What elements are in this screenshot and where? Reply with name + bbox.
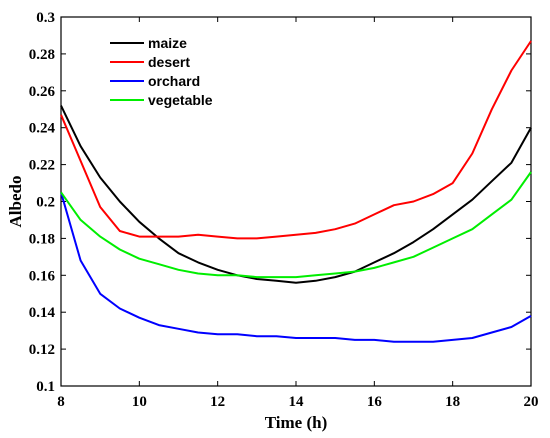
legend-label-maize: maize: [148, 35, 187, 51]
y-tick-label: 0.14: [29, 305, 56, 321]
series-line-orchard: [60, 192, 532, 343]
y-axis-ticks: 0.1 0.12 0.14 0.16 0.18 0.2 0.22 0.24 0.26 0.28 0.…: [29, 10, 531, 395]
x-tick-label: 20: [524, 394, 539, 410]
y-tick-label: 0.16: [29, 268, 56, 284]
x-axis-ticks: 8 10 12 14 16 18 20: [57, 17, 539, 410]
legend-label-desert: desert: [148, 54, 190, 70]
y-axis-title: Albedo: [6, 176, 25, 228]
series-lines: [60, 40, 532, 343]
series-line-maize: [60, 105, 532, 284]
y-tick-label: 0.28: [29, 47, 55, 63]
series-line-desert: [60, 40, 532, 240]
y-tick-label: 0.26: [29, 84, 56, 100]
legend-label-orchard: orchard: [148, 73, 200, 89]
x-tick-label: 16: [367, 394, 383, 410]
y-tick-label: 0.18: [29, 231, 55, 247]
legend-label-vegetable: vegetable: [148, 92, 213, 108]
x-tick-label: 8: [57, 394, 65, 410]
series-line-vegetable: [60, 171, 532, 279]
y-tick-label: 0.24: [29, 121, 56, 137]
plot-area: [60, 16, 532, 387]
y-tick-label: 0.12: [29, 342, 55, 358]
y-tick-label: 0.3: [36, 10, 55, 26]
y-tick-label: 0.22: [29, 158, 55, 174]
x-tick-label: 10: [132, 394, 147, 410]
y-tick-label: 0.1: [36, 379, 55, 395]
y-tick-label: 0.2: [36, 195, 55, 211]
x-tick-label: 12: [210, 394, 225, 410]
x-axis-title: Time (h): [265, 413, 328, 432]
legend: maize desert orchard vegetable: [110, 35, 213, 108]
x-tick-label: 14: [289, 394, 305, 410]
x-tick-label: 18: [445, 394, 460, 410]
